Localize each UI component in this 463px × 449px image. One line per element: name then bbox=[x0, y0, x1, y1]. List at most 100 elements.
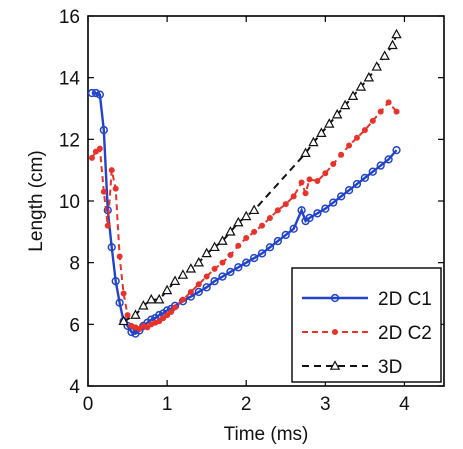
data-point bbox=[298, 179, 305, 186]
data-point bbox=[289, 224, 298, 233]
data-point bbox=[138, 300, 149, 310]
data-point bbox=[118, 315, 129, 326]
data-point bbox=[324, 118, 335, 128]
data-point bbox=[379, 50, 390, 60]
legend-label: 2D C1 bbox=[378, 289, 432, 310]
data-point bbox=[179, 296, 186, 303]
data-point bbox=[99, 125, 108, 135]
data-point bbox=[313, 209, 322, 218]
data-point bbox=[136, 325, 143, 332]
data-point bbox=[203, 273, 210, 280]
data-point bbox=[217, 235, 228, 245]
data-point bbox=[384, 155, 393, 164]
legend-item: 2D C1 bbox=[302, 289, 432, 310]
data-point bbox=[227, 251, 234, 258]
data-point bbox=[195, 281, 202, 288]
data-point bbox=[360, 173, 370, 183]
x-tick-label: 0 bbox=[83, 394, 94, 415]
data-point bbox=[376, 161, 385, 170]
y-tick-label: 4 bbox=[69, 377, 80, 398]
data-point bbox=[305, 213, 314, 223]
data-point bbox=[172, 304, 179, 311]
data-point bbox=[368, 167, 377, 176]
data-point bbox=[104, 222, 111, 229]
data-point bbox=[218, 272, 227, 281]
data-point bbox=[193, 256, 204, 267]
data-point bbox=[361, 127, 368, 134]
y-axis-label: Length (cm) bbox=[26, 150, 47, 251]
data-point bbox=[210, 277, 219, 286]
data-point bbox=[344, 186, 354, 195]
legend: 2D C1 2D C2 3D bbox=[291, 267, 442, 383]
data-point bbox=[112, 185, 119, 192]
data-point bbox=[100, 188, 107, 195]
data-point bbox=[202, 283, 211, 292]
data-point bbox=[95, 90, 105, 99]
data-point bbox=[251, 228, 258, 235]
data-point bbox=[346, 142, 353, 149]
data-point bbox=[249, 253, 259, 263]
data-point bbox=[235, 242, 242, 249]
data-point bbox=[233, 216, 244, 227]
legend-box bbox=[291, 267, 442, 383]
data-point bbox=[164, 312, 171, 319]
legend-marker bbox=[329, 360, 341, 370]
data-point bbox=[329, 198, 338, 207]
data-point bbox=[226, 267, 235, 277]
data-point bbox=[377, 108, 384, 115]
data-point bbox=[257, 249, 267, 258]
data-point bbox=[314, 177, 321, 184]
data-point bbox=[108, 167, 115, 174]
legend-marker bbox=[331, 328, 338, 335]
data-point bbox=[347, 90, 359, 100]
data-point bbox=[290, 193, 297, 200]
data-point bbox=[353, 134, 360, 141]
data-point bbox=[302, 190, 309, 197]
data-point bbox=[259, 222, 266, 229]
legend-item: 2D C2 bbox=[302, 323, 432, 344]
data-point bbox=[300, 147, 311, 158]
data-point bbox=[331, 108, 343, 119]
data-point bbox=[91, 88, 101, 98]
data-point bbox=[144, 324, 151, 331]
data-point bbox=[185, 263, 197, 273]
data-point bbox=[321, 204, 330, 213]
legend-label: 2D C2 bbox=[378, 323, 432, 344]
data-point bbox=[248, 204, 260, 215]
data-point bbox=[116, 253, 123, 260]
legend-marker bbox=[330, 293, 340, 303]
y-tick-label: 10 bbox=[59, 192, 80, 213]
data-point bbox=[265, 243, 275, 252]
data-point bbox=[391, 28, 402, 39]
data-point bbox=[120, 290, 127, 297]
data-point bbox=[316, 127, 327, 137]
data-point bbox=[161, 284, 173, 295]
data-point bbox=[156, 318, 163, 325]
data-point bbox=[355, 81, 367, 91]
data-point bbox=[282, 201, 289, 208]
data-point bbox=[169, 275, 181, 285]
y-tick-label: 16 bbox=[59, 7, 80, 28]
x-axis-label: Time (ms) bbox=[224, 424, 309, 445]
data-point bbox=[243, 234, 250, 241]
data-point bbox=[266, 214, 273, 221]
data-point bbox=[234, 263, 243, 272]
data-point bbox=[160, 315, 167, 322]
series-layer bbox=[87, 28, 402, 338]
data-point bbox=[274, 207, 281, 214]
legend-label: 3D bbox=[378, 357, 402, 378]
data-point bbox=[146, 293, 157, 304]
legend-item: 3D bbox=[302, 357, 402, 378]
data-point bbox=[393, 108, 400, 115]
data-point bbox=[352, 179, 362, 189]
data-point bbox=[201, 247, 212, 258]
data-point bbox=[130, 309, 141, 319]
y-tick-label: 6 bbox=[69, 315, 80, 336]
y-tick-label: 12 bbox=[59, 130, 80, 151]
data-point bbox=[330, 160, 337, 167]
data-point bbox=[242, 258, 251, 267]
data-point bbox=[88, 154, 95, 161]
data-point bbox=[385, 99, 392, 106]
